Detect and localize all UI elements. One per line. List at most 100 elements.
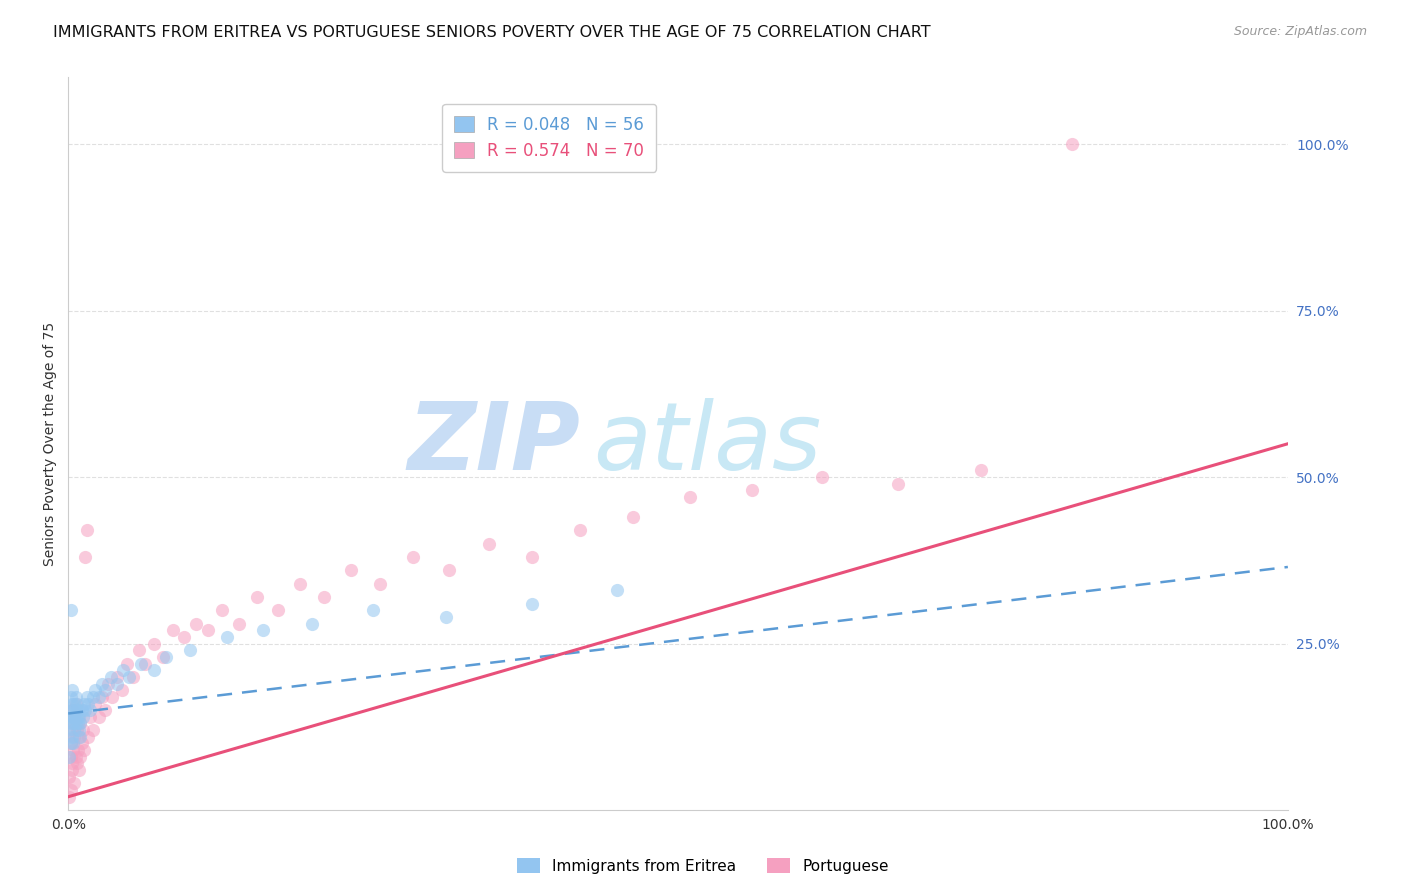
Text: Source: ZipAtlas.com: Source: ZipAtlas.com xyxy=(1233,25,1367,38)
Legend: R = 0.048   N = 56, R = 0.574   N = 70: R = 0.048 N = 56, R = 0.574 N = 70 xyxy=(443,104,657,172)
Point xyxy=(91,676,114,690)
Point xyxy=(186,616,208,631)
Point xyxy=(94,703,117,717)
Point xyxy=(62,736,84,750)
Point xyxy=(59,749,82,764)
Point xyxy=(520,597,543,611)
Point xyxy=(66,723,89,738)
Point xyxy=(62,703,84,717)
Point xyxy=(340,563,363,577)
Point xyxy=(62,716,84,731)
Point xyxy=(301,616,323,631)
Point xyxy=(434,610,457,624)
Point xyxy=(118,670,141,684)
Point xyxy=(155,649,177,664)
Point xyxy=(131,657,153,671)
Point xyxy=(520,549,543,564)
Point xyxy=(63,710,86,724)
Point xyxy=(73,697,96,711)
Point xyxy=(70,736,93,750)
Point xyxy=(370,576,392,591)
Point xyxy=(679,490,702,504)
Point xyxy=(65,716,87,731)
Point xyxy=(65,690,87,704)
Point xyxy=(69,716,91,731)
Point xyxy=(76,524,98,538)
Point xyxy=(67,710,90,724)
Point xyxy=(72,723,94,738)
Point xyxy=(105,670,128,684)
Point xyxy=(101,690,124,704)
Point xyxy=(288,576,311,591)
Point xyxy=(59,603,82,617)
Point xyxy=(60,683,83,698)
Point xyxy=(621,510,644,524)
Point xyxy=(62,743,84,757)
Point xyxy=(75,703,97,717)
Point xyxy=(60,763,83,777)
Point xyxy=(1060,136,1083,151)
Point xyxy=(94,683,117,698)
Point xyxy=(606,583,628,598)
Point xyxy=(173,630,195,644)
Point xyxy=(67,723,90,738)
Point xyxy=(62,716,84,731)
Point xyxy=(66,710,89,724)
Point xyxy=(111,683,134,698)
Point xyxy=(59,716,82,731)
Point xyxy=(76,697,98,711)
Point xyxy=(152,649,174,664)
Text: IMMIGRANTS FROM ERITREA VS PORTUGUESE SENIORS POVERTY OVER THE AGE OF 75 CORRELA: IMMIGRANTS FROM ERITREA VS PORTUGUESE SE… xyxy=(53,25,931,40)
Point xyxy=(59,736,82,750)
Point xyxy=(58,770,80,784)
Point xyxy=(58,723,80,738)
Point xyxy=(70,703,93,717)
Point xyxy=(67,730,90,744)
Text: ZIP: ZIP xyxy=(408,398,581,490)
Point xyxy=(361,603,384,617)
Point xyxy=(72,710,94,724)
Point xyxy=(122,670,145,684)
Point xyxy=(97,676,120,690)
Point xyxy=(87,690,110,704)
Point xyxy=(79,710,101,724)
Point xyxy=(252,624,274,638)
Point xyxy=(60,697,83,711)
Point xyxy=(66,703,89,717)
Point xyxy=(65,703,87,717)
Point xyxy=(267,603,290,617)
Point xyxy=(63,730,86,744)
Point xyxy=(69,749,91,764)
Point xyxy=(82,690,104,704)
Point xyxy=(60,730,83,744)
Point xyxy=(66,716,89,731)
Point xyxy=(65,749,87,764)
Point xyxy=(211,603,233,617)
Text: atlas: atlas xyxy=(593,398,821,489)
Point xyxy=(402,549,425,564)
Point xyxy=(60,723,83,738)
Point xyxy=(79,703,101,717)
Point xyxy=(886,476,908,491)
Point xyxy=(100,670,122,684)
Point xyxy=(66,743,89,757)
Point xyxy=(60,756,83,771)
Point xyxy=(811,470,834,484)
Point xyxy=(69,730,91,744)
Point xyxy=(969,463,991,477)
Point xyxy=(82,723,104,738)
Point xyxy=(128,643,150,657)
Point xyxy=(478,536,501,550)
Point xyxy=(741,483,763,498)
Point xyxy=(134,657,156,671)
Point xyxy=(66,697,89,711)
Point xyxy=(569,524,592,538)
Point xyxy=(69,716,91,731)
Point xyxy=(162,624,184,638)
Point xyxy=(75,549,97,564)
Point xyxy=(105,676,128,690)
Point xyxy=(142,636,165,650)
Point xyxy=(59,690,82,704)
Legend: Immigrants from Eritrea, Portuguese: Immigrants from Eritrea, Portuguese xyxy=(512,852,894,880)
Point xyxy=(59,703,82,717)
